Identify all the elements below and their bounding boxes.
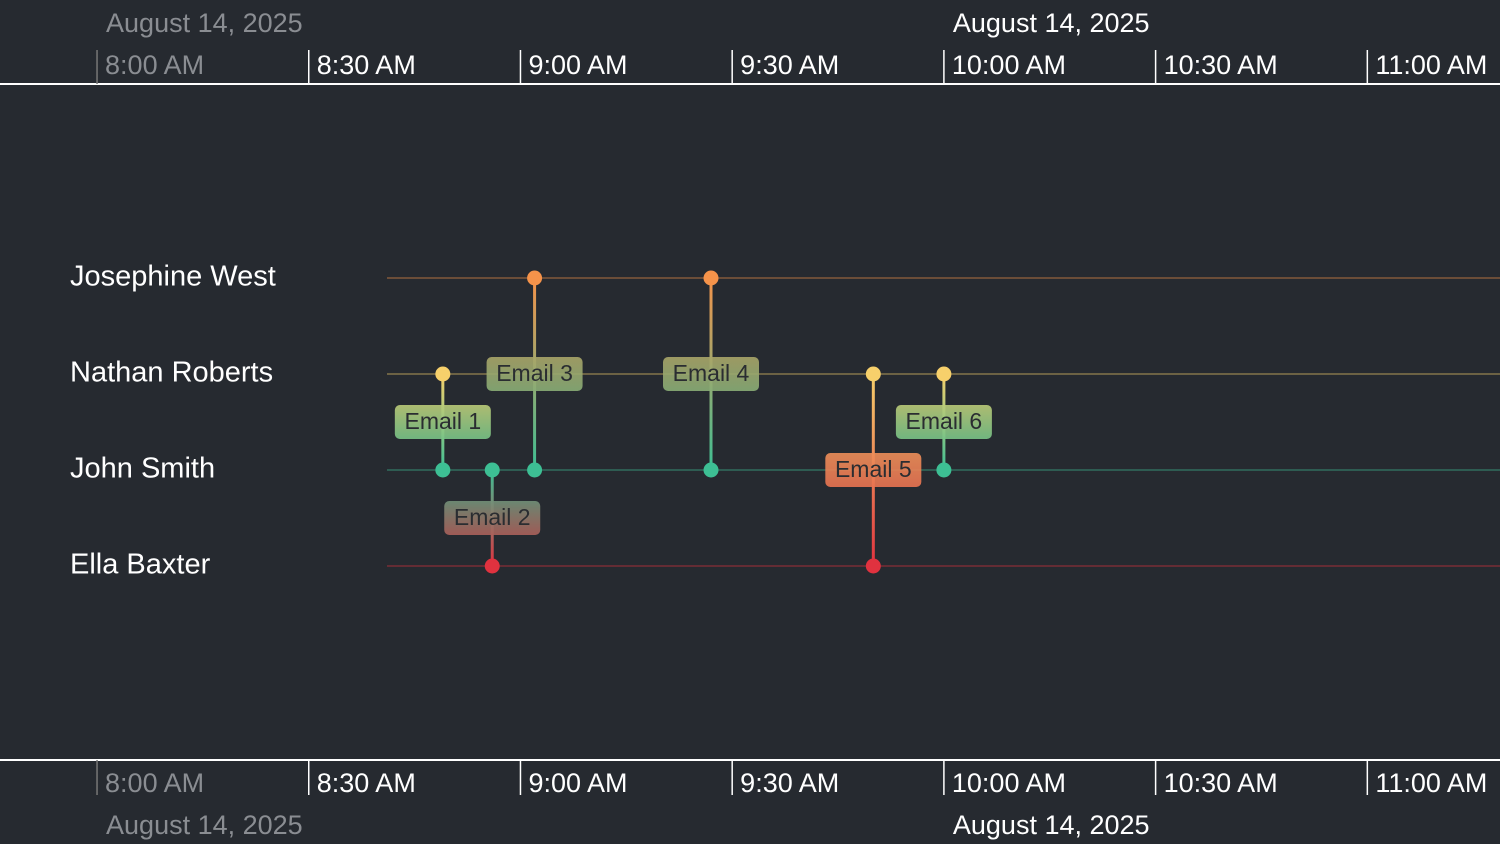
event-dot: [484, 462, 500, 478]
event-dot: [435, 366, 451, 382]
date-label: August 14, 2025: [106, 810, 303, 840]
event-box: [394, 405, 491, 439]
event-dot: [703, 270, 719, 286]
date-label: August 14, 2025: [953, 810, 1150, 840]
axis-band: [0, 0, 1500, 84]
event-dot: [527, 270, 543, 286]
axis-band: [0, 760, 1500, 844]
person-name: Nathan Roberts: [70, 357, 273, 389]
tick-label: 10:30 AM: [1164, 50, 1278, 80]
event-label: Email 1: [404, 408, 481, 434]
event-label: Email 4: [673, 360, 750, 386]
tick-label: 9:30 AM: [740, 50, 839, 80]
event-label: Email 2: [454, 504, 531, 530]
tick-label: 10:00 AM: [952, 768, 1066, 798]
event-dot: [527, 462, 543, 478]
tick-label: 8:30 AM: [317, 768, 416, 798]
tick-label: 9:00 AM: [528, 768, 627, 798]
event-dot: [865, 366, 881, 382]
date-label: August 14, 2025: [953, 8, 1150, 38]
event-box: [444, 501, 541, 535]
event-label: Email 5: [835, 456, 912, 482]
tick-label: 10:30 AM: [1164, 768, 1278, 798]
event-box: [486, 357, 583, 391]
person-name: John Smith: [70, 453, 215, 485]
event-dot: [703, 462, 719, 478]
event-label: Email 3: [496, 360, 573, 386]
event-dot: [435, 462, 451, 478]
tick-label: 9:00 AM: [528, 50, 627, 80]
tick-label: 11:00 AM: [1375, 50, 1487, 80]
person-name: Ella Baxter: [70, 549, 211, 581]
tick-label: 8:30 AM: [317, 50, 416, 80]
tick-label: 11:00 AM: [1375, 768, 1487, 798]
tick-label: 8:00 AM: [105, 50, 204, 80]
tick-label: 8:00 AM: [105, 768, 204, 798]
date-label: August 14, 2025: [106, 8, 303, 38]
event-label: Email 6: [906, 408, 983, 434]
event-box: [825, 453, 922, 487]
event-box: [895, 405, 992, 439]
event-dot: [865, 558, 881, 574]
event-dot: [484, 558, 500, 574]
tick-label: 9:30 AM: [740, 768, 839, 798]
person-name: Josephine West: [70, 261, 276, 293]
tick-label: 10:00 AM: [952, 50, 1066, 80]
event-dot: [936, 366, 952, 382]
event-dot: [936, 462, 952, 478]
event-box: [663, 357, 760, 391]
